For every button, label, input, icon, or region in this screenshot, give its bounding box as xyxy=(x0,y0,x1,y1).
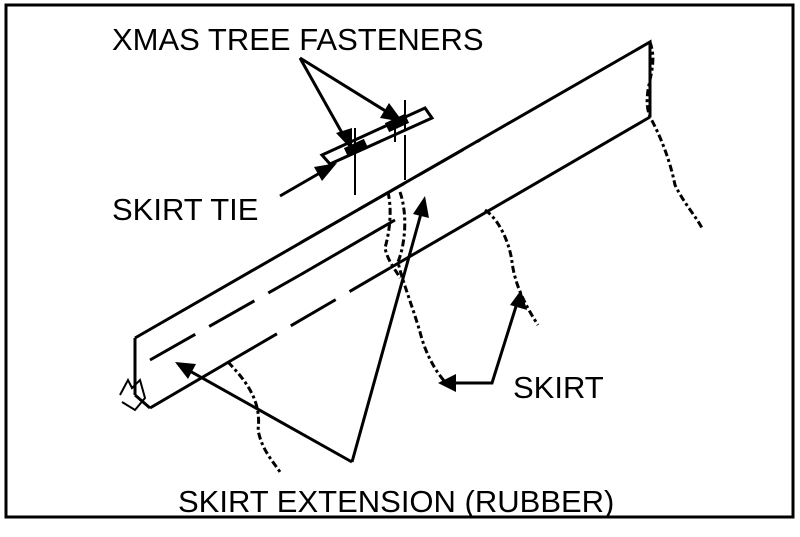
label-skirt-extension: SKIRT EXTENSION (RUBBER) xyxy=(178,484,614,519)
arrow-skirt xyxy=(438,290,527,392)
label-skirt-tie: SKIRT TIE xyxy=(112,192,258,227)
label-skirt: SKIRT xyxy=(513,370,604,405)
label-xmas-tree-fasteners: XMAS TREE FASTENERS xyxy=(112,22,484,57)
arrow-skirt-tie xyxy=(279,163,337,198)
figure-border xyxy=(4,3,795,519)
xmas-tree-fastener-2 xyxy=(384,100,410,180)
skirt-tie-plate xyxy=(319,106,435,166)
break-lines xyxy=(226,41,704,473)
arrow-skirt-extension xyxy=(175,196,429,464)
arrow-fasteners xyxy=(298,56,403,150)
xmas-tree-fastener-1 xyxy=(343,128,369,195)
